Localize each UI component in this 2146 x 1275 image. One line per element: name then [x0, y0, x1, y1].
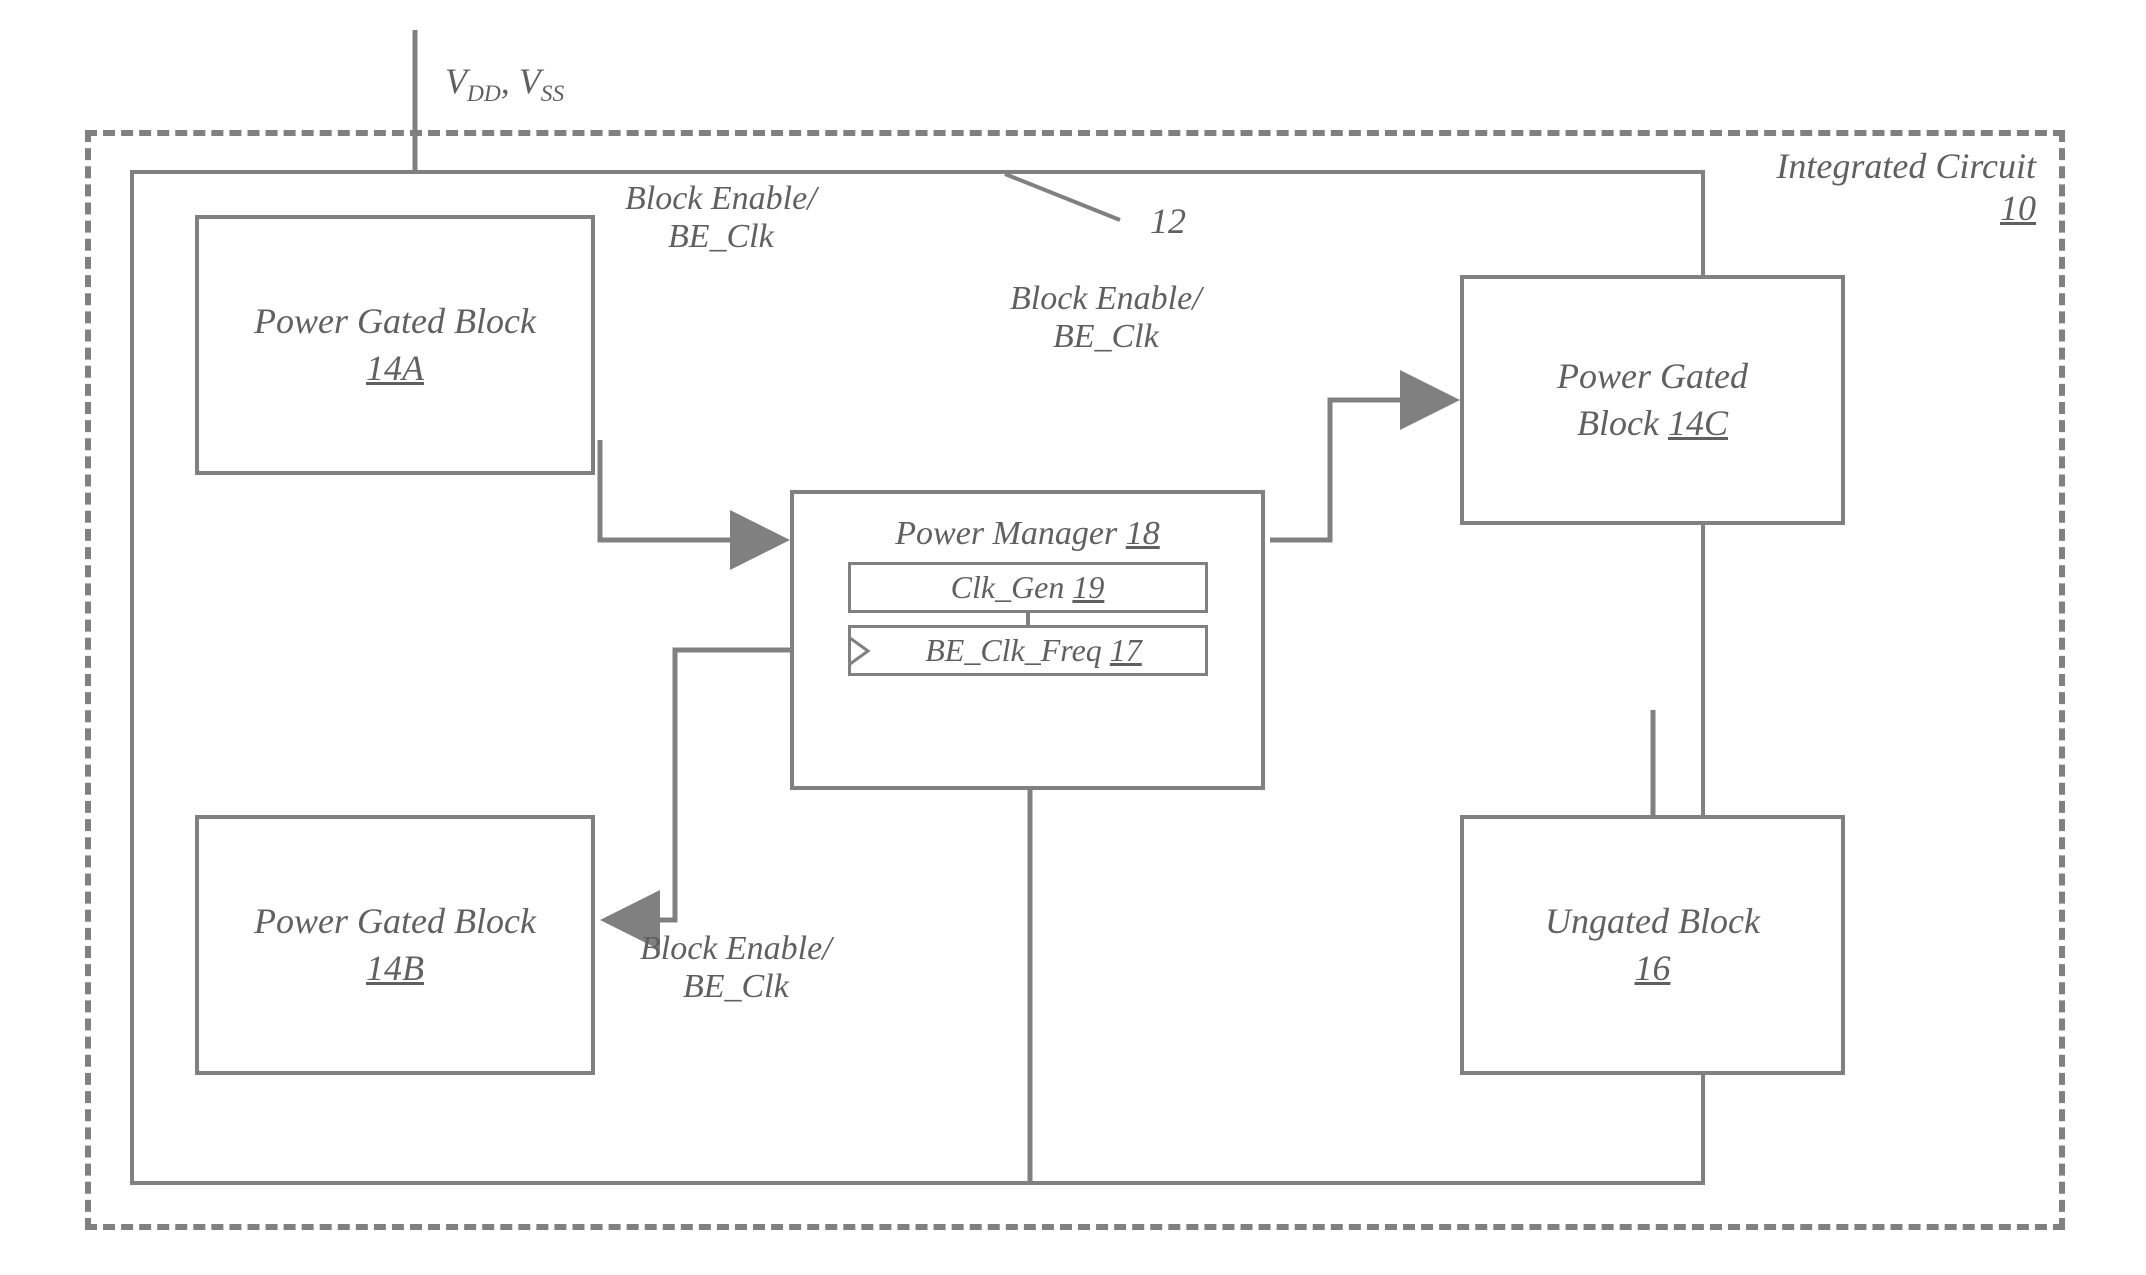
block-14c-line2: Block 14C — [1557, 400, 1748, 447]
ungated-tap — [1648, 710, 1658, 820]
block-14a-line1: Power Gated Block — [254, 298, 536, 345]
block-14b-num: 14B — [254, 945, 536, 992]
ref12-leader — [1005, 170, 1135, 230]
arrow-pm-to-14b — [595, 645, 795, 930]
clock-triangle-icon — [848, 636, 872, 666]
block-14a: Power Gated Block 14A — [195, 215, 595, 475]
block-14c-line1: Power Gated — [1557, 353, 1748, 400]
diagram-canvas: Integrated Circuit 10 VDD, VSS 12 Power … — [0, 0, 2146, 1275]
ic-title: Integrated Circuit — [1776, 145, 2036, 187]
pm-title: Power Manager — [895, 515, 1117, 552]
sig-label-b: Block Enable/ BE_Clk — [640, 930, 832, 1006]
clk-gen-box: Clk_Gen 19 — [848, 562, 1208, 613]
ungated-line1: Ungated Block — [1545, 898, 1760, 945]
ic-num: 10 — [1776, 187, 2036, 229]
sig-label-a: Block Enable/ BE_Clk — [625, 180, 817, 256]
block-14c: Power Gated Block 14C — [1460, 275, 1845, 525]
vdd-vss-label: VDD, VSS — [445, 60, 564, 108]
block-14b: Power Gated Block 14B — [195, 815, 595, 1075]
pm-num: 18 — [1126, 515, 1160, 552]
arrow-pm-to-14c — [1265, 395, 1465, 545]
sig-label-c: Block Enable/ BE_Clk — [1010, 280, 1202, 356]
block-ungated: Ungated Block 16 — [1460, 815, 1845, 1075]
clkgen-to-reg — [1026, 613, 1030, 625]
ref12-label: 12 — [1150, 200, 1186, 242]
block-14a-num: 14A — [254, 345, 536, 392]
solid-ext — [1648, 705, 1710, 717]
vdd-line — [410, 30, 420, 172]
arrow-14a-to-pm — [595, 440, 795, 560]
be-clk-freq-reg: BE_Clk_Freq 17 — [848, 625, 1208, 676]
integrated-circuit-label: Integrated Circuit 10 — [1776, 145, 2036, 229]
block-14b-line1: Power Gated Block — [254, 898, 536, 945]
pm-bottom-tap — [1025, 790, 1035, 1188]
power-manager: Power Manager 18 Clk_Gen 19 BE_Clk_Freq … — [790, 490, 1265, 790]
ungated-num: 16 — [1545, 945, 1760, 992]
